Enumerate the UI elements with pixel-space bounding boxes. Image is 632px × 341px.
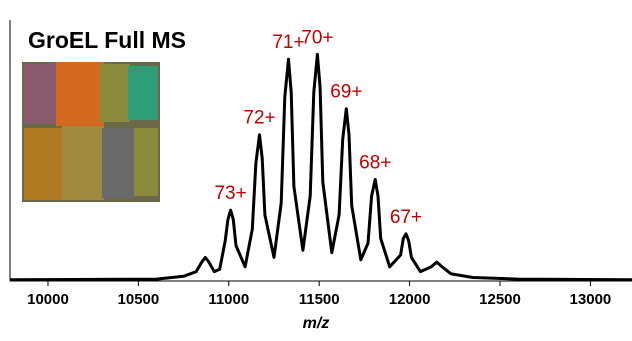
x-tick-label: 11500 [299, 291, 340, 308]
x-tick-label: 10000 [27, 291, 69, 308]
protein-image [22, 62, 160, 202]
charge-label: 67+ [390, 207, 422, 228]
x-tick-label: 13000 [570, 291, 612, 308]
page: {"chart_data": {"type": "line", "title":… [0, 0, 632, 341]
x-tick-label: 10500 [118, 291, 160, 308]
x-tick-label: 11000 [208, 291, 249, 308]
x-tick-label: 12500 [479, 291, 521, 308]
charge-label: 69+ [330, 82, 362, 103]
chart: GroEL Full MS m/z 10000 10500 11000 11500 12… [0, 0, 632, 341]
charge-label: 68+ [359, 153, 391, 174]
charge-label: 71+ [272, 32, 304, 53]
chart-title: GroEL Full MS [28, 27, 186, 53]
charge-label: 73+ [214, 183, 246, 204]
x-tick-label: 12000 [389, 291, 431, 308]
x-axis-label: m/z [303, 315, 330, 332]
charge-label: 72+ [243, 108, 275, 129]
charge-label: 70+ [301, 27, 333, 48]
